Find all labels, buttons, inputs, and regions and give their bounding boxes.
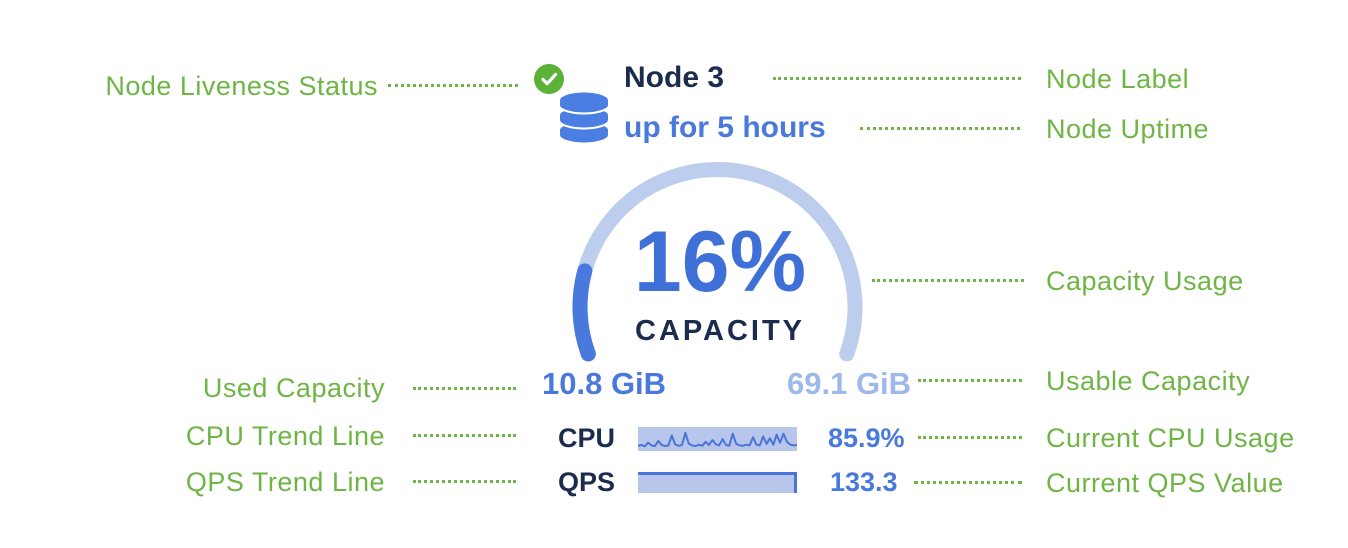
annotation-cpu-trend-line: CPU Trend Line [185,421,385,451]
liveness-check-icon [534,64,564,94]
leader-line-qps-trend [413,480,516,483]
annotation-node-liveness-status: Node Liveness Status [105,71,378,101]
leader-line-node-liveness [388,84,518,87]
node-uptime-text: up for 5 hours [624,111,826,144]
leader-line-cpu-trend [413,434,516,437]
capacity-gauge-arc [572,162,863,362]
annotation-current-qps-value: Current QPS Value [1046,468,1284,498]
leader-line-current-qps [914,481,1022,484]
annotation-node-label: Node Label [1046,64,1190,94]
annotation-capacity-usage: Capacity Usage [1046,266,1244,296]
annotation-qps-trend-line: QPS Trend Line [185,467,385,497]
leader-line-node-label [773,77,1021,80]
annotation-usable-capacity: Usable Capacity [1046,366,1251,396]
leader-line-usable-capacity [918,379,1022,382]
qps-trend-area [638,472,797,493]
annotation-node-uptime: Node Uptime [1046,114,1210,144]
database-icon [556,90,612,146]
qps-label: QPS [558,467,616,497]
node-label-text: Node 3 [624,61,725,94]
annotation-used-capacity: Used Capacity [202,373,385,403]
leader-line-used-capacity [413,387,516,390]
qps-current-value: 133.3 [830,467,898,497]
used-capacity-value: 10.8 GiB [542,366,667,401]
usable-capacity-value: 69.1 GiB [787,366,912,401]
annotation-current-cpu-usage: Current CPU Usage [1046,423,1295,453]
cpu-label: CPU [558,423,616,453]
leader-line-node-uptime [860,127,1020,130]
capacity-caption: CAPACITY [634,315,806,347]
capacity-percent-value: 16% [633,214,807,310]
leader-line-current-cpu [918,436,1022,439]
leader-line-capacity-usage [872,279,1024,282]
cpu-trend-sparkline [638,427,797,451]
cpu-current-value: 85.9% [828,423,905,453]
